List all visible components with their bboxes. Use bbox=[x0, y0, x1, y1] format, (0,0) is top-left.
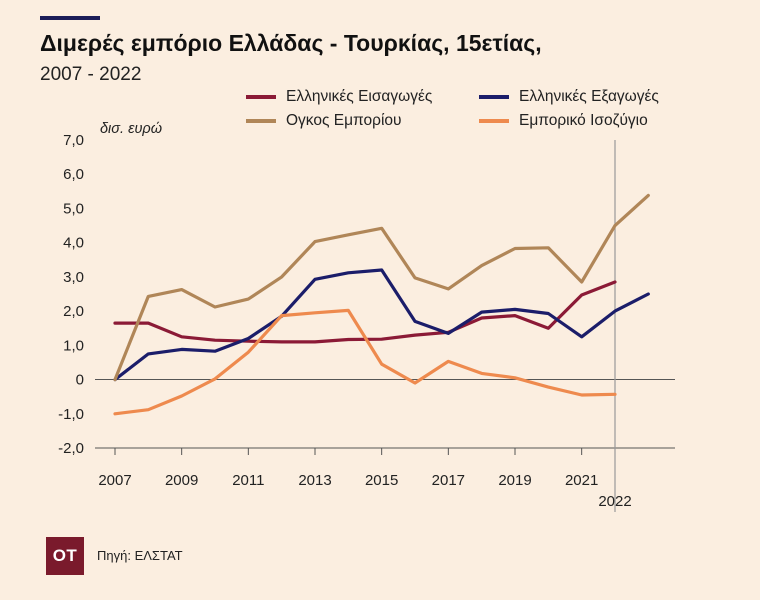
x-tick-label: 2013 bbox=[298, 472, 331, 489]
legend-item-exports: Ελληνικές Εξαγωγές bbox=[479, 88, 659, 106]
x-tick-label: 2007 bbox=[98, 472, 131, 489]
y-tick-label: 5,0 bbox=[63, 200, 84, 217]
y-tick-label: -1,0 bbox=[58, 406, 84, 423]
legend-swatch-balance bbox=[479, 119, 509, 123]
legend-item-balance: Εμπορικό Ισοζύγιο bbox=[479, 112, 648, 130]
x-tick-label: 2019 bbox=[498, 472, 531, 489]
y-tick-label: 7,0 bbox=[63, 132, 84, 149]
legend-swatch-volume bbox=[246, 119, 276, 123]
x-tick-label: 2021 bbox=[565, 472, 598, 489]
source-note: Πηγή: ΕΛΣΤΑΤ bbox=[97, 548, 183, 563]
y-axis-unit-label: δισ. ευρώ bbox=[100, 121, 163, 137]
x-tick-label: 2015 bbox=[365, 472, 398, 489]
title-accent-rule bbox=[40, 16, 100, 20]
y-tick-label: 0 bbox=[76, 372, 84, 389]
y-tick-label: 4,0 bbox=[63, 235, 84, 252]
legend-label-imports: Ελληνικές Εισαγωγές bbox=[286, 88, 433, 105]
x-tick-label: 2017 bbox=[432, 472, 465, 489]
legend-label-volume: Ογκος Εμπορίου bbox=[286, 112, 402, 129]
chart-subtitle: 2007 - 2022 bbox=[40, 64, 142, 85]
legend-item-imports: Ελληνικές Εισαγωγές bbox=[246, 88, 432, 106]
y-tick-label: 1,0 bbox=[63, 337, 84, 354]
series-line-1 bbox=[113, 268, 650, 382]
legend-label-exports: Ελληνικές Εξαγωγές bbox=[519, 88, 659, 105]
y-tick-label: 2,0 bbox=[63, 303, 84, 320]
legend-swatch-exports bbox=[479, 95, 509, 99]
chart-title: Διμερές εμπόριο Ελλάδας - Τουρκίας, 15ετ… bbox=[40, 30, 542, 56]
legend-label-balance: Εμπορικό Ισοζύγιο bbox=[519, 112, 648, 129]
x-tick-label: 2009 bbox=[165, 472, 198, 489]
ot-logo: OT bbox=[46, 537, 84, 575]
x-tick-label: 2011 bbox=[232, 472, 264, 489]
series-line-3 bbox=[113, 308, 617, 416]
legend-item-volume: Ογκος Εμπορίου bbox=[246, 112, 402, 130]
y-tick-label: -2,0 bbox=[58, 440, 84, 457]
legend-swatch-imports bbox=[246, 95, 276, 99]
series-line-2 bbox=[113, 193, 650, 382]
y-tick-label: 6,0 bbox=[63, 166, 84, 183]
x-tick-label-highlight: 2022 bbox=[598, 493, 631, 510]
y-tick-label: 3,0 bbox=[63, 269, 84, 286]
